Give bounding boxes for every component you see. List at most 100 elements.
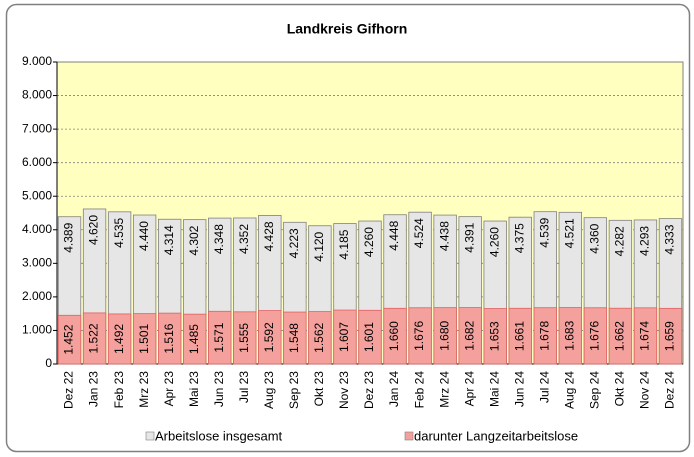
value-label: 1.452 bbox=[62, 324, 76, 354]
value-label: 4.293 bbox=[638, 226, 652, 256]
value-label: 1.659 bbox=[663, 321, 677, 351]
value-label: 1.548 bbox=[287, 323, 301, 353]
x-tick-label: Dez 24 bbox=[663, 371, 677, 409]
value-label: 1.555 bbox=[237, 323, 251, 353]
value-label: 1.601 bbox=[362, 322, 376, 352]
x-tick-label: Mrz 23 bbox=[137, 371, 151, 408]
bar bbox=[608, 307, 633, 365]
x-tick-label: Apr 23 bbox=[162, 371, 176, 407]
value-label: 4.438 bbox=[437, 221, 451, 251]
bar bbox=[558, 307, 582, 365]
value-label: 4.389 bbox=[62, 222, 76, 252]
y-tick-label: 8.000 bbox=[22, 88, 52, 102]
value-label: 4.282 bbox=[613, 226, 627, 256]
bar bbox=[658, 307, 683, 365]
value-label: 1.522 bbox=[87, 323, 101, 353]
value-label: 1.683 bbox=[562, 320, 576, 350]
y-tick-label: 9.000 bbox=[22, 54, 52, 68]
value-label: 4.302 bbox=[187, 225, 201, 255]
value-label: 4.352 bbox=[237, 224, 251, 254]
value-label: 1.485 bbox=[187, 324, 201, 354]
bar bbox=[433, 307, 457, 365]
x-tick-label: Aug 24 bbox=[562, 371, 576, 409]
bar bbox=[533, 307, 557, 365]
value-label: 1.676 bbox=[588, 321, 602, 351]
bar bbox=[408, 307, 432, 365]
y-tick-label: 3.000 bbox=[22, 256, 52, 270]
value-label: 1.662 bbox=[613, 321, 627, 351]
bar bbox=[258, 310, 282, 365]
value-label: 1.492 bbox=[112, 324, 126, 354]
value-label: 4.260 bbox=[362, 227, 376, 257]
value-label: 4.375 bbox=[512, 223, 526, 253]
x-tick-label: Okt 24 bbox=[613, 371, 627, 407]
bar bbox=[283, 311, 307, 365]
x-tick-label: Mai 24 bbox=[487, 371, 501, 407]
value-label: 4.185 bbox=[337, 229, 351, 259]
value-label: 4.620 bbox=[87, 215, 101, 245]
x-tick-label: Nov 24 bbox=[638, 371, 652, 409]
x-tick-label: Feb 24 bbox=[412, 371, 426, 409]
legend-swatch bbox=[145, 431, 155, 441]
value-label: 1.607 bbox=[337, 322, 351, 352]
x-tick-label: Jul 23 bbox=[237, 371, 251, 403]
value-label: 4.348 bbox=[212, 224, 226, 254]
bar bbox=[158, 312, 182, 365]
value-label: 4.428 bbox=[262, 221, 276, 251]
x-tick-label: Dez 22 bbox=[62, 371, 76, 409]
value-label: 1.571 bbox=[212, 322, 226, 352]
value-label: 1.674 bbox=[638, 321, 652, 351]
value-label: 4.223 bbox=[287, 228, 301, 258]
value-label: 1.661 bbox=[512, 321, 526, 351]
value-label: 4.391 bbox=[462, 222, 476, 252]
value-label: 1.562 bbox=[312, 322, 326, 352]
bar bbox=[132, 313, 157, 365]
value-label: 1.501 bbox=[137, 323, 151, 353]
bar bbox=[633, 307, 658, 365]
y-tick-label: 5.000 bbox=[22, 188, 52, 202]
bar bbox=[57, 314, 82, 365]
bar bbox=[383, 307, 407, 365]
value-label: 4.539 bbox=[537, 217, 551, 247]
value-label: 1.678 bbox=[537, 321, 551, 351]
x-tick-label: Jan 24 bbox=[387, 371, 401, 407]
y-tick-label: 7.000 bbox=[22, 121, 52, 135]
y-tick-label: 2.000 bbox=[22, 289, 52, 303]
chart-title: Landkreis Gifhorn bbox=[287, 21, 408, 37]
value-label: 4.360 bbox=[588, 223, 602, 253]
x-tick-label: Jul 24 bbox=[537, 371, 551, 403]
value-label: 4.314 bbox=[162, 225, 176, 255]
x-tick-label: Jan 23 bbox=[87, 371, 101, 407]
x-tick-label: Mrz 24 bbox=[437, 371, 451, 408]
bar bbox=[308, 311, 332, 365]
bar bbox=[483, 308, 507, 365]
value-label: 4.524 bbox=[412, 218, 426, 248]
bar bbox=[508, 307, 532, 365]
value-label: 1.680 bbox=[437, 320, 451, 350]
y-tick-label: 4.000 bbox=[22, 222, 52, 236]
value-label: 1.676 bbox=[412, 321, 426, 351]
value-label: 4.535 bbox=[112, 218, 126, 248]
value-label: 1.660 bbox=[387, 321, 401, 351]
value-label: 4.333 bbox=[663, 224, 677, 254]
value-label: 4.120 bbox=[312, 231, 326, 261]
value-label: 1.682 bbox=[462, 320, 476, 350]
bar bbox=[82, 312, 107, 365]
x-tick-label: Dez 23 bbox=[362, 371, 376, 409]
x-tick-label: Jun 24 bbox=[512, 371, 526, 407]
x-tick-label: Aug 23 bbox=[262, 371, 276, 409]
value-label: 1.516 bbox=[162, 323, 176, 353]
bar bbox=[458, 307, 482, 365]
y-tick-label: 6.000 bbox=[22, 155, 52, 169]
bar bbox=[183, 313, 207, 365]
legend-label: darunter Langzeitarbeitslose bbox=[414, 428, 578, 443]
value-label: 4.440 bbox=[137, 221, 151, 251]
x-tick-label: Sep 24 bbox=[588, 371, 602, 409]
x-tick-label: Mai 23 bbox=[187, 371, 201, 407]
legend-label: Arbeitslose insgesamt bbox=[155, 428, 283, 443]
x-tick-label: Feb 23 bbox=[112, 371, 126, 409]
x-tick-label: Okt 23 bbox=[312, 371, 326, 407]
y-tick-label: 1.000 bbox=[22, 323, 52, 337]
value-label: 4.448 bbox=[387, 220, 401, 250]
